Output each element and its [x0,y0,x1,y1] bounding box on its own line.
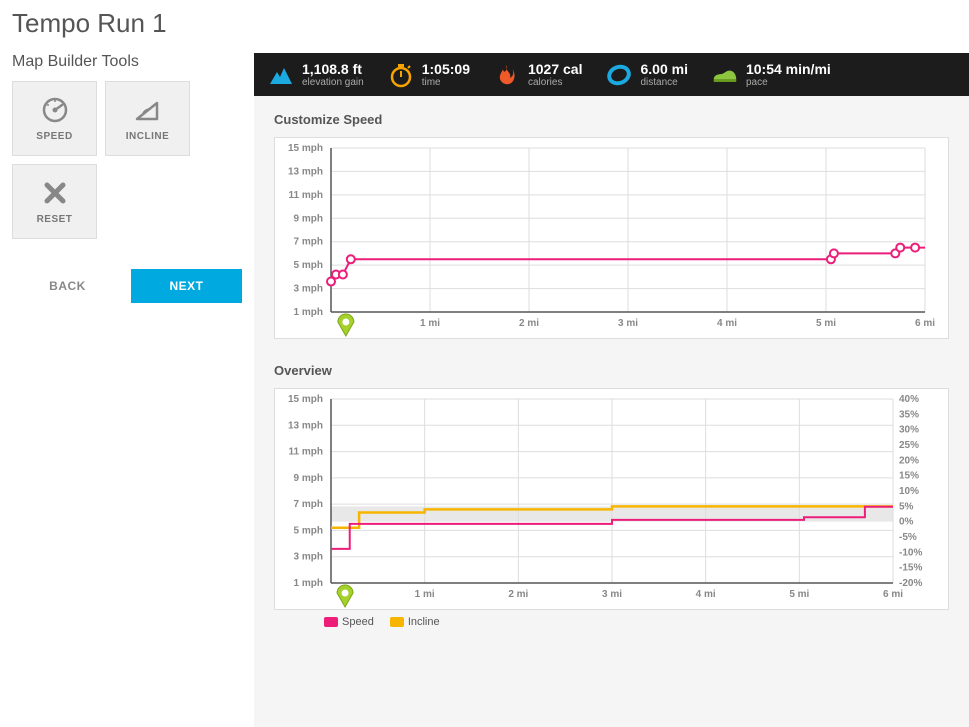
stats-bar: 1,108.8 ftelevation gain 1:05:09time 102… [254,53,969,96]
legend-incline-label: Incline [408,616,440,628]
svg-text:-10%: -10% [899,547,922,558]
overview-chart-title: Overview [274,363,949,378]
svg-text:6 mi: 6 mi [883,589,903,600]
stat-value: 1,108.8 ft [302,61,364,77]
svg-text:1 mi: 1 mi [420,318,440,329]
svg-text:7 mph: 7 mph [294,237,323,248]
content-panel: 1,108.8 ftelevation gain 1:05:09time 102… [254,53,969,727]
svg-text:3 mi: 3 mi [618,318,638,329]
svg-text:-20%: -20% [899,578,922,589]
stopwatch-icon [388,62,414,88]
page-title: Tempo Run 1 [0,0,969,53]
sidebar: Map Builder Tools SPEED INCLINE [12,53,242,727]
svg-text:-15%: -15% [899,563,922,574]
svg-text:3 mph: 3 mph [294,552,323,563]
stat-calories: 1027 calcalories [494,61,583,88]
svg-text:3 mi: 3 mi [602,589,622,600]
svg-text:1 mph: 1 mph [294,307,323,318]
svg-text:13 mph: 13 mph [288,166,323,177]
svg-text:5 mph: 5 mph [294,525,323,536]
close-icon [40,178,70,208]
svg-text:13 mph: 13 mph [288,420,323,431]
svg-text:7 mph: 7 mph [294,499,323,510]
svg-text:25%: 25% [899,440,919,451]
next-button[interactable]: NEXT [131,269,242,303]
stat-caption: elevation gain [302,77,364,88]
sidebar-title: Map Builder Tools [12,53,242,71]
stat-elevation: 1,108.8 ftelevation gain [268,61,364,88]
svg-text:20%: 20% [899,455,919,466]
svg-text:15 mph: 15 mph [288,143,323,154]
svg-text:10%: 10% [899,486,919,497]
shoe-icon [712,62,738,88]
svg-text:4 mi: 4 mi [696,589,716,600]
reset-tool-button[interactable]: RESET [12,164,97,239]
incline-icon [133,95,163,125]
svg-text:2 mi: 2 mi [519,318,539,329]
overview-legend: Speed Incline [274,610,949,628]
svg-text:5%: 5% [899,501,914,512]
svg-text:1 mi: 1 mi [415,589,435,600]
svg-text:5 mi: 5 mi [789,589,809,600]
speed-chart[interactable]: 1 mph 3 mph 5 mph 7 mph 9 mph 11 mph 13 mph 15 … [274,137,949,339]
tool-label: RESET [37,214,73,225]
svg-text:11 mph: 11 mph [289,190,323,201]
svg-text:0%: 0% [899,517,914,528]
svg-text:-5%: -5% [899,532,917,543]
incline-tool-button[interactable]: INCLINE [105,81,190,156]
speed-chart-title: Customize Speed [274,112,949,127]
stat-caption: pace [746,77,831,88]
stat-pace: 10:54 min/mipace [712,61,831,88]
svg-text:9 mph: 9 mph [294,213,323,224]
stat-caption: calories [528,77,583,88]
tool-label: INCLINE [126,131,170,142]
stat-value: 10:54 min/mi [746,61,831,77]
mountain-icon [268,62,294,88]
stat-distance: 6.00 midistance [606,61,687,88]
svg-text:6 mi: 6 mi [915,318,935,329]
svg-text:11 mph: 11 mph [289,447,323,458]
tool-label: SPEED [36,131,72,142]
stat-value: 1027 cal [528,61,583,77]
svg-text:15 mph: 15 mph [288,394,323,405]
svg-text:5 mph: 5 mph [294,260,323,271]
svg-text:2 mi: 2 mi [508,589,528,600]
stat-caption: time [422,77,470,88]
svg-text:4 mi: 4 mi [717,318,737,329]
gauge-icon [40,95,70,125]
svg-text:15%: 15% [899,471,919,482]
svg-text:9 mph: 9 mph [294,473,323,484]
ring-icon [606,62,632,88]
back-button[interactable]: BACK [12,269,123,303]
stat-value: 6.00 mi [640,61,687,77]
svg-text:40%: 40% [899,394,919,405]
svg-text:30%: 30% [899,425,919,436]
stat-time: 1:05:09time [388,61,470,88]
svg-text:5 mi: 5 mi [816,318,836,329]
stat-value: 1:05:09 [422,61,470,77]
stat-caption: distance [640,77,687,88]
overview-chart[interactable]: 1 mph 3 mph 5 mph 7 mph 9 mph 11 mph 13 mph 15 … [274,388,949,610]
svg-text:35%: 35% [899,409,919,420]
speed-tool-button[interactable]: SPEED [12,81,97,156]
legend-speed-label: Speed [342,616,374,628]
svg-text:1 mph: 1 mph [294,578,323,589]
flame-icon [494,62,520,88]
svg-text:3 mph: 3 mph [294,284,323,295]
